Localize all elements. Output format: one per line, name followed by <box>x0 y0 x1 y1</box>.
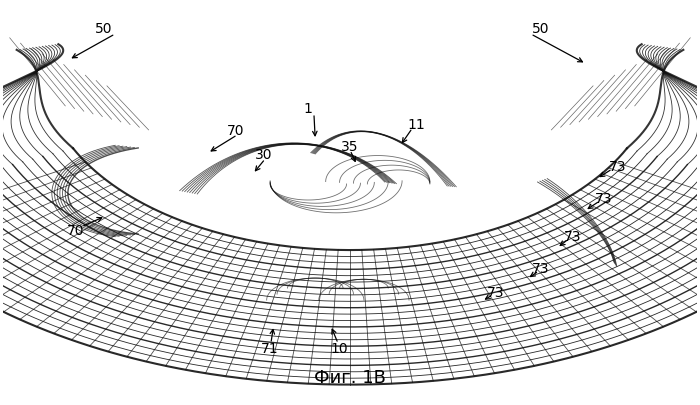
Text: 70: 70 <box>67 224 85 237</box>
Text: 50: 50 <box>94 22 112 36</box>
Text: 50: 50 <box>532 22 550 36</box>
Text: 73: 73 <box>487 286 505 299</box>
Text: 73: 73 <box>595 192 612 205</box>
Text: 73: 73 <box>532 262 550 275</box>
Text: 73: 73 <box>564 230 581 243</box>
Text: 10: 10 <box>331 341 349 355</box>
Text: 73: 73 <box>608 160 626 173</box>
Text: 11: 11 <box>407 117 425 132</box>
Text: Фиг. 1B: Фиг. 1B <box>314 368 386 386</box>
Text: 70: 70 <box>227 124 244 138</box>
Text: 1: 1 <box>304 102 313 115</box>
Text: 30: 30 <box>254 147 272 162</box>
Text: 71: 71 <box>261 341 279 355</box>
Text: 35: 35 <box>342 140 358 153</box>
